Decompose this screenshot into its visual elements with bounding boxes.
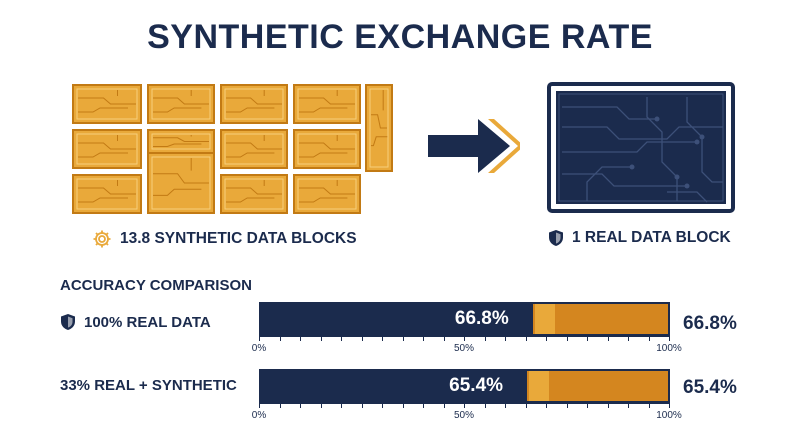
bar-value-inside: 66.8% [454,308,509,329]
synthetic-block [147,84,215,124]
axis-tick [341,403,342,408]
synthetic-block [293,84,361,124]
axis-tick [382,403,383,408]
axis-tick [259,403,260,408]
axis-tick [484,403,486,408]
synthetic-caption: 13.8 SYNTHETIC DATA BLOCKS [92,229,357,249]
axis-tick-label: 50% [453,410,475,421]
bar-axis: 0% 50% 100% [252,336,682,354]
axis-tick [402,403,404,408]
synthetic-block [72,129,142,169]
bar-axis: 0% 50% 100% [252,403,682,421]
bar-marker [534,304,555,334]
synthetic-caption-text: 13.8 SYNTHETIC DATA BLOCKS [120,230,357,247]
synthetic-block [220,129,288,169]
shield-icon [61,314,75,330]
axis-tick [382,336,383,341]
axis-tick-label: 0% [251,410,267,421]
axis-tick [464,403,465,408]
real-data-block [547,82,735,213]
axis-tick-label: 100% [656,410,682,421]
synthetic-block [293,174,361,214]
axis-tick [320,336,322,341]
axis-tick [300,336,301,341]
axis-tick [259,336,260,341]
axis-tick [546,403,547,408]
axis-tick [525,403,527,408]
synthetic-block [220,174,288,214]
arrow-right-icon [428,119,520,173]
axis-tick [464,336,465,341]
axis-tick [279,336,281,341]
axis-tick [669,403,670,408]
synthetic-block [72,174,142,214]
axis-tick [423,336,424,341]
section-heading: ACCURACY COMPARISON [60,277,252,294]
page-title: SYNTHETIC EXCHANGE RATE [147,18,653,56]
real-caption-text: 1 REAL DATA BLOCK [572,229,731,246]
synthetic-block [365,84,393,172]
axis-tick [525,336,527,341]
bar-value-outside: 66.8% [683,313,737,334]
axis-tick-label: 50% [453,343,475,354]
axis-tick [505,403,506,408]
axis-tick [669,336,670,341]
accuracy-bar-real: 66.8% [259,302,670,336]
real-caption: 1 REAL DATA BLOCK [548,229,731,247]
axis-tick [402,336,404,341]
axis-tick [587,403,588,408]
synthetic-block [147,129,215,154]
row-label-mixed: 33% REAL + SYNTHETIC [60,377,237,394]
row-label-real: 100% REAL DATA [60,313,211,331]
bar-fill [261,304,533,334]
axis-tick [607,403,609,408]
shield-icon [549,230,563,246]
bar-marker [529,371,550,401]
axis-tick [423,403,424,408]
bar-remainder [532,304,668,334]
axis-tick [300,403,301,408]
bar-value-inside: 65.4% [449,375,504,396]
axis-tick [607,336,609,341]
bar-remainder [527,371,668,401]
axis-tick [361,336,363,341]
axis-tick [361,403,363,408]
synthetic-block [220,84,288,124]
axis-tick [443,336,445,341]
row-label-text: 33% REAL + SYNTHETIC [60,377,237,394]
axis-tick [279,403,281,408]
axis-tick-label: 100% [656,343,682,354]
synthetic-data-blocks [72,84,393,214]
synthetic-block [147,152,215,214]
bar-value-outside: 65.4% [683,377,737,398]
axis-tick [443,403,445,408]
axis-tick [484,336,486,341]
axis-tick [587,336,588,341]
axis-tick [320,403,322,408]
axis-tick [648,336,650,341]
axis-tick-label: 0% [251,343,267,354]
bar-fill [261,371,528,401]
axis-tick [628,336,629,341]
axis-tick [546,336,547,341]
axis-tick [341,336,342,341]
axis-tick [566,336,568,341]
gear-icon [93,230,111,248]
axis-tick [628,403,629,408]
accuracy-bar-mixed: 65.4% [259,369,670,403]
synthetic-block [293,129,361,169]
axis-tick [648,403,650,408]
axis-tick [566,403,568,408]
axis-tick [505,336,506,341]
row-label-text: 100% REAL DATA [84,313,211,331]
synthetic-block [72,84,142,124]
